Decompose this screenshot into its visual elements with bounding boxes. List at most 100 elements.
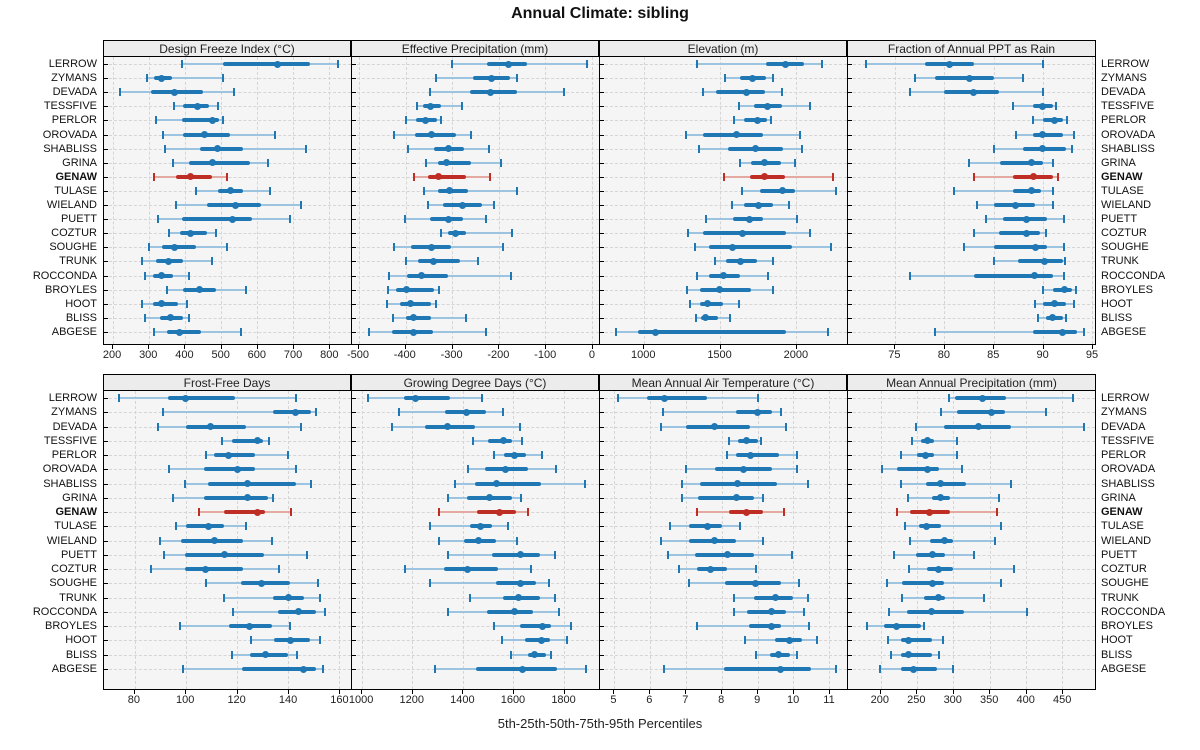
median-point [941, 537, 949, 545]
gridline-h [848, 233, 1095, 235]
site-label-right-broyles: BROYLES [1101, 620, 1153, 633]
whisker-cap-p95 [245, 522, 248, 531]
axis-tick [512, 690, 514, 694]
gridline-v [329, 57, 331, 344]
gridline-v [614, 391, 616, 689]
iqr-bar [231, 438, 263, 443]
median-point [778, 187, 786, 195]
median-point [488, 74, 496, 82]
whisker-cap-p95 [465, 313, 468, 322]
panel-plot-mean-annual-precipitation-mm [847, 391, 1096, 690]
row-tick [104, 455, 108, 457]
whisker-cap-p5 [197, 508, 200, 517]
panel-header-growing-degree-days-c: Growing Degree Days (°C) [351, 374, 599, 391]
gridline-v [720, 57, 722, 344]
whisker-cap-p5 [175, 201, 178, 210]
row-tick [848, 569, 852, 571]
whisker-cap-p95 [541, 451, 544, 460]
row-tick [104, 148, 108, 150]
gridline-v [1025, 391, 1027, 689]
row-tick [352, 497, 356, 499]
whisker-cap-p95 [942, 636, 945, 645]
whisker-cap-p95 [300, 422, 303, 431]
whisker-cap-p95 [510, 271, 513, 280]
axis-tick [685, 690, 687, 694]
row-tick [104, 275, 108, 277]
site-label-right-rocconda: ROCCONDA [1101, 269, 1166, 282]
whisker-cap-p5 [659, 536, 662, 545]
median-point [746, 215, 754, 223]
iqr-bar [199, 146, 243, 151]
whisker-cap-p5 [205, 579, 208, 588]
whisker-cap-p5 [173, 102, 176, 111]
median-point [406, 300, 414, 308]
whisker-cap-p5 [903, 522, 906, 531]
axis-tick [220, 345, 222, 349]
median-point [1059, 328, 1067, 336]
row-tick [848, 120, 852, 122]
whisker-cap-p95 [761, 536, 764, 545]
whisker-cap-p5 [194, 186, 197, 195]
whisker-cap-p95 [998, 493, 1001, 502]
row-tick [104, 176, 108, 178]
row-tick [104, 398, 108, 399]
median-point [158, 74, 166, 82]
whisker-line [224, 596, 321, 599]
gridline-v [563, 391, 565, 689]
whisker-cap-p5 [367, 394, 370, 402]
row-tick [352, 78, 356, 80]
whisker-cap-p5 [150, 565, 153, 574]
site-label-left-zymans: ZYMANS [51, 406, 97, 419]
whisker-cap-p95 [521, 436, 524, 445]
whisker-cap-p95 [519, 493, 522, 502]
axis-tick-label: 200 [870, 694, 889, 706]
axis-tick [613, 690, 615, 694]
whisker-cap-p5 [732, 116, 735, 125]
row-tick [600, 78, 604, 80]
iqr-bar [396, 287, 434, 292]
median-point [924, 465, 932, 473]
row-tick [104, 120, 108, 122]
panel-header-mean-annual-air-temperature-c: Mean Annual Air Temperature (°C) [599, 374, 847, 391]
site-label-right-lerrow: LERROW [1101, 58, 1150, 70]
whisker-cap-p5 [392, 313, 395, 322]
whisker-cap-p5 [451, 60, 454, 68]
site-label-left-coztur: COZTUR [51, 227, 97, 240]
median-point [226, 187, 234, 195]
median-point [511, 451, 519, 459]
whisker-line [934, 331, 1085, 333]
axis-caption: 5th-25th-50th-75th-95th Percentiles [497, 716, 703, 731]
axis-tick [1025, 690, 1027, 694]
site-label-right-tessfive: TESSFIVE [1101, 434, 1155, 447]
site-label-right-genaw: GENAW [1101, 170, 1143, 183]
whisker-cap-p5 [144, 313, 147, 322]
whisker-cap-p95 [1073, 299, 1076, 308]
whisker-cap-p95 [319, 636, 322, 645]
iqr-bar [475, 667, 558, 671]
whisker-cap-p5 [914, 422, 917, 431]
whisker-cap-p5 [947, 394, 950, 402]
x-axis-frost-free-days: 80 100 120 140 160 [103, 690, 351, 709]
axis-tick-label: -400 [393, 349, 416, 361]
row-tick [352, 332, 356, 333]
median-point [1029, 173, 1037, 181]
axis-tick [148, 345, 150, 349]
whisker-cap-p5 [429, 522, 432, 531]
row-tick [848, 190, 852, 192]
row-tick [104, 512, 108, 514]
row-tick [352, 569, 356, 571]
axis-tick-label: 160 [330, 694, 349, 706]
whisker-cap-p5 [493, 622, 496, 631]
median-point [987, 408, 995, 416]
row-tick [600, 669, 604, 670]
iqr-bar [723, 667, 812, 671]
row-tick [600, 176, 604, 178]
whisker-cap-p95 [315, 408, 318, 417]
site-label-right-puett: PUETT [1101, 213, 1138, 226]
site-label-left-bliss: BLISS [65, 311, 97, 324]
axis-tick-label: 1200 [399, 694, 424, 706]
median-point [768, 622, 776, 630]
gridline-h [848, 176, 1095, 178]
whisker-cap-p5 [972, 229, 975, 238]
median-point [965, 74, 973, 82]
